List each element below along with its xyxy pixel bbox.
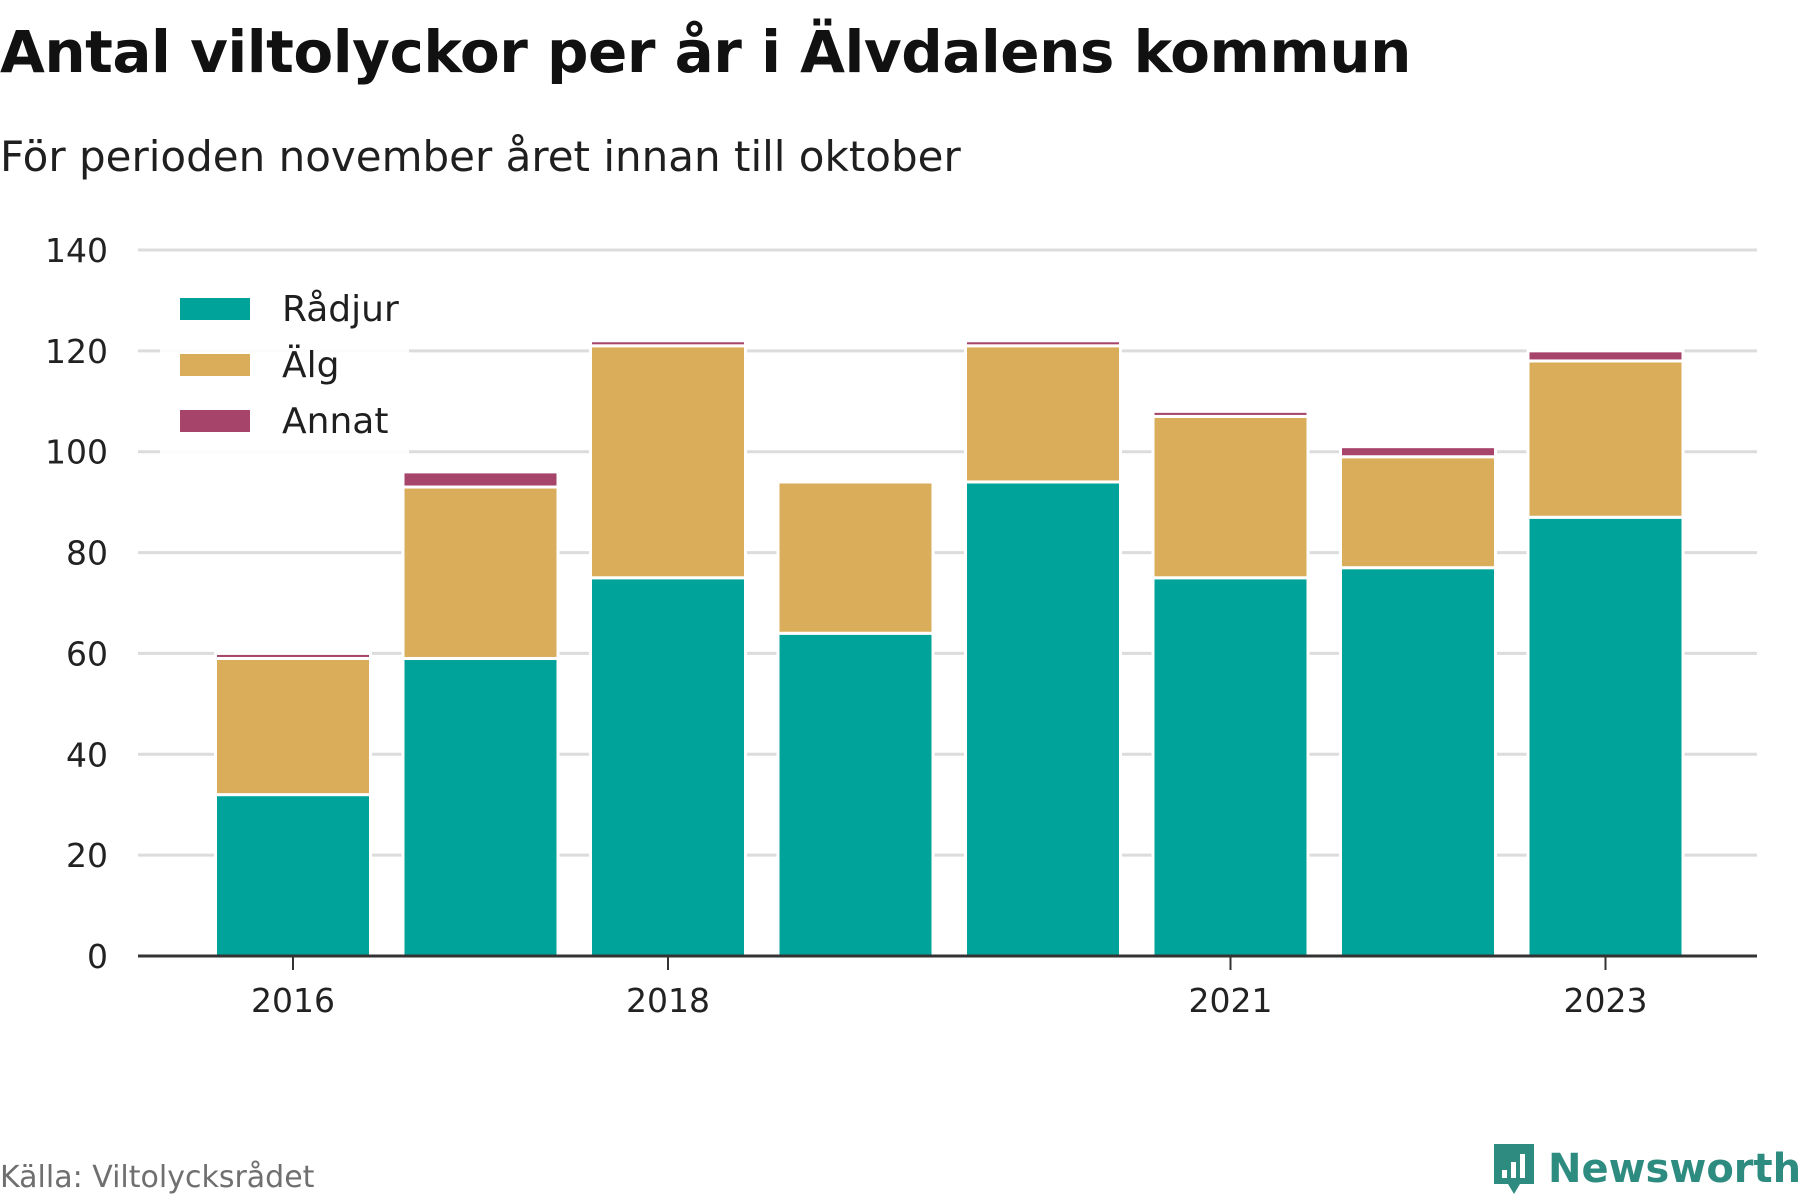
bar-segment-radjur <box>401 656 560 958</box>
legend-item-annat: Annat <box>180 393 399 449</box>
bar-segment-annat <box>214 651 372 660</box>
bar-segment-alg <box>776 480 935 635</box>
y-tick-label: 140 <box>45 231 108 270</box>
legend-item-alg: Älg <box>180 337 399 393</box>
bar-segment-alg <box>401 485 560 660</box>
legend-label-alg: Älg <box>282 344 340 386</box>
legend-item-radjur: Rådjur <box>180 281 399 337</box>
bar-segment-annat <box>1526 349 1685 363</box>
bar-segment-annat <box>589 339 747 348</box>
x-tick-label: 2016 <box>251 981 335 1020</box>
y-tick-label: 60 <box>66 634 108 673</box>
bar-segment-annat <box>1339 445 1497 459</box>
bar-segment-radjur <box>1339 566 1497 958</box>
bar-segment-annat <box>1151 409 1310 418</box>
legend-swatch-alg <box>180 354 250 376</box>
y-tick-label: 40 <box>66 735 108 774</box>
bar-segment-annat <box>401 470 560 489</box>
legend-swatch-radjur <box>180 298 250 320</box>
y-tick-label: 20 <box>66 836 108 875</box>
bar-segment-radjur <box>776 631 935 958</box>
newsworthy-logo-icon <box>1494 1144 1534 1194</box>
source-note: Källa: Viltolycksrådet <box>0 1160 315 1195</box>
bar-segment-alg <box>214 656 372 797</box>
bar-segment-alg <box>1339 455 1497 570</box>
y-tick-label: 80 <box>66 534 108 573</box>
y-tick-label: 0 <box>87 937 108 976</box>
bar-segment-alg <box>1526 359 1685 519</box>
x-tick-label: 2021 <box>1189 981 1273 1020</box>
bar-segment-alg <box>964 344 1122 484</box>
chart-title: Antal viltolyckor per år i Älvdalens kom… <box>0 18 1411 86</box>
bar-segment-radjur <box>214 793 372 958</box>
bar-segment-radjur <box>1151 576 1310 958</box>
bar-segment-radjur <box>964 480 1122 958</box>
bar-segment-radjur <box>589 576 747 958</box>
legend-swatch-annat <box>180 410 250 432</box>
x-tick-label: 2018 <box>626 981 710 1020</box>
bar-segment-alg <box>1151 414 1310 580</box>
bar-segment-annat <box>964 339 1122 348</box>
legend-label-radjur: Rådjur <box>282 288 399 330</box>
stacked-bar-chart: 0 20 40 60 80 100 120 140 2016 2018 2021 2023 <box>45 231 1757 1020</box>
brand-name: Newsworthy <box>1548 1146 1800 1192</box>
x-tick-label: 2023 <box>1564 981 1648 1020</box>
brand-logo[interactable]: Newsworthy <box>1490 1140 1800 1198</box>
legend-label-annat: Annat <box>282 400 389 442</box>
y-tick-label: 100 <box>45 433 108 472</box>
y-tick-label: 120 <box>45 332 108 371</box>
chart-subtitle: För perioden november året innan till ok… <box>0 132 961 181</box>
legend: Rådjur Älg Annat <box>160 275 409 455</box>
bar-segment-radjur <box>1526 515 1685 958</box>
bar-segment-alg <box>589 344 747 580</box>
